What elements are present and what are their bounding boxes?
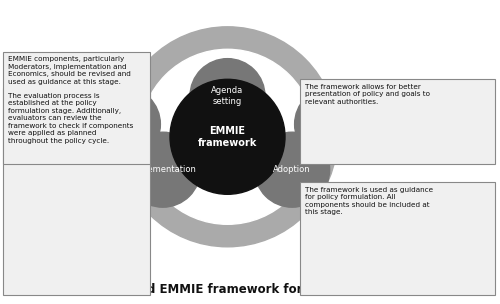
Text: Agenda
setting: Agenda setting: [212, 86, 244, 106]
Text: Implementation: Implementation: [130, 165, 196, 174]
Ellipse shape: [118, 27, 338, 247]
FancyBboxPatch shape: [300, 182, 495, 295]
Text: EMMIE
framework: EMMIE framework: [198, 126, 257, 148]
Text: Evaluation: Evaluation: [100, 120, 145, 129]
Text: The framework allows for better
presentation of policy and goals to
relevant aut: The framework allows for better presenta…: [305, 84, 430, 105]
FancyBboxPatch shape: [2, 52, 150, 164]
Text: The evaluation process is
established at the policy
formulation stage. Additiona: The evaluation process is established at…: [8, 93, 133, 144]
FancyBboxPatch shape: [300, 79, 495, 164]
Text: Policy
formulation: Policy formulation: [308, 115, 356, 134]
Text: Adoption: Adoption: [274, 165, 311, 174]
Ellipse shape: [86, 87, 160, 162]
Ellipse shape: [190, 59, 265, 134]
Ellipse shape: [140, 49, 315, 224]
Ellipse shape: [254, 132, 330, 207]
Text: The framework is used as guidance
for policy formulation. All
components should : The framework is used as guidance for po…: [305, 187, 433, 216]
FancyBboxPatch shape: [2, 88, 150, 295]
Text: The adapted EMMIE framework for policy formulation: The adapted EMMIE framework for policy f…: [72, 283, 428, 296]
Ellipse shape: [126, 132, 200, 207]
Text: EMMIE components, particularly
Moderators, Implementation and
Economics, should : EMMIE components, particularly Moderator…: [8, 56, 130, 85]
Ellipse shape: [294, 87, 370, 162]
Ellipse shape: [170, 79, 285, 194]
